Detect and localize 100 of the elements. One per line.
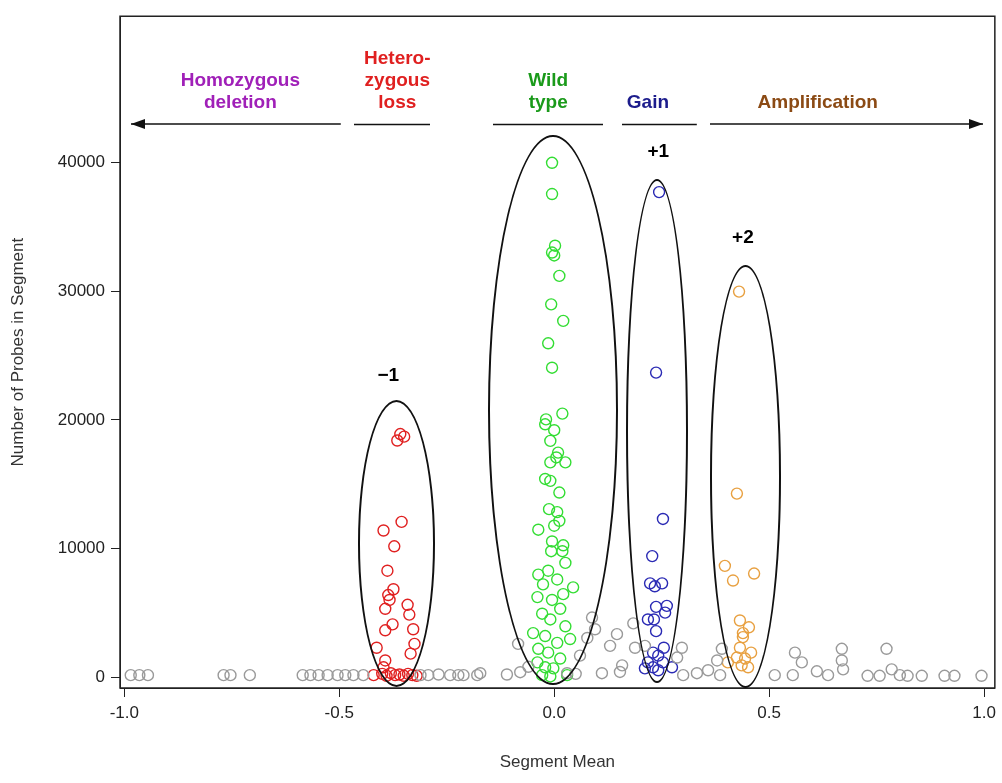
point xyxy=(379,654,392,667)
point xyxy=(566,581,580,594)
point xyxy=(554,602,567,615)
point xyxy=(545,187,559,201)
point xyxy=(744,646,758,659)
point xyxy=(544,434,557,448)
point xyxy=(551,636,564,650)
point xyxy=(406,623,420,636)
point xyxy=(538,661,552,674)
point xyxy=(545,361,559,374)
point xyxy=(550,451,563,464)
annotation: +1 xyxy=(647,139,670,161)
point xyxy=(646,661,660,674)
point xyxy=(649,600,663,614)
point xyxy=(718,559,732,573)
x-axis-title: Segment Mean xyxy=(499,752,616,772)
point xyxy=(370,641,383,654)
point xyxy=(726,574,740,587)
point xyxy=(736,630,750,644)
point xyxy=(548,239,562,252)
point xyxy=(541,646,555,659)
point xyxy=(394,427,407,441)
point xyxy=(379,624,392,637)
point xyxy=(551,573,564,586)
point xyxy=(383,593,396,607)
x-tick-label: 0.0 xyxy=(542,702,567,722)
point xyxy=(381,564,394,577)
point xyxy=(556,545,569,558)
point xyxy=(404,647,417,660)
point xyxy=(406,668,419,682)
point xyxy=(542,502,556,516)
point xyxy=(648,580,661,593)
point xyxy=(551,505,564,519)
point xyxy=(544,474,557,488)
point xyxy=(665,661,679,674)
point xyxy=(539,413,553,426)
y-axis-title: Number of Probes in Segment xyxy=(7,237,27,467)
point xyxy=(531,590,544,604)
point xyxy=(647,613,661,626)
y-tick-label: 40000 xyxy=(57,152,105,172)
point xyxy=(652,185,666,199)
point xyxy=(557,539,570,552)
point xyxy=(563,632,577,646)
y-tick-label: 0 xyxy=(95,666,105,686)
annotation: Hetero- zygous loss xyxy=(364,47,431,113)
point xyxy=(410,669,423,682)
point xyxy=(544,670,557,683)
x-tick-label: 1.0 xyxy=(972,702,996,722)
point xyxy=(535,607,549,620)
point xyxy=(656,656,670,669)
point xyxy=(545,535,559,548)
point xyxy=(641,656,655,669)
y-tick-label: 30000 xyxy=(57,281,105,301)
point xyxy=(377,524,390,537)
point xyxy=(553,514,566,528)
point xyxy=(557,314,570,328)
point xyxy=(652,649,665,662)
point xyxy=(554,652,567,665)
point xyxy=(538,472,552,486)
point xyxy=(649,624,663,638)
point xyxy=(545,156,559,169)
point xyxy=(532,642,545,655)
point xyxy=(538,629,552,643)
point xyxy=(559,556,572,570)
point xyxy=(556,407,569,420)
point xyxy=(553,486,566,499)
point xyxy=(557,587,570,601)
point xyxy=(730,651,744,664)
point xyxy=(548,519,561,532)
point xyxy=(736,626,750,640)
point xyxy=(735,659,748,672)
point xyxy=(395,515,408,529)
point xyxy=(401,598,414,612)
annotation: −1 xyxy=(377,363,400,385)
point xyxy=(742,621,756,634)
point xyxy=(393,668,406,681)
point xyxy=(376,667,389,681)
point xyxy=(646,549,659,563)
point xyxy=(391,434,404,447)
x-tick-label: -0.5 xyxy=(324,702,354,722)
point xyxy=(553,269,566,283)
point xyxy=(646,646,660,659)
point xyxy=(638,662,652,675)
point xyxy=(643,577,657,590)
point xyxy=(408,637,421,651)
y-tick-label: 20000 xyxy=(57,409,105,429)
annotation: Wild type xyxy=(528,69,569,113)
point xyxy=(641,613,655,626)
point xyxy=(738,652,752,665)
x-tick-label: 0.5 xyxy=(757,702,781,722)
point xyxy=(380,669,393,682)
point xyxy=(538,418,552,431)
point xyxy=(541,337,555,350)
annotation: Gain xyxy=(626,91,670,113)
point xyxy=(377,661,390,674)
point xyxy=(658,606,672,619)
point xyxy=(401,667,415,681)
point xyxy=(387,583,400,596)
point xyxy=(547,662,560,675)
point xyxy=(657,641,671,654)
